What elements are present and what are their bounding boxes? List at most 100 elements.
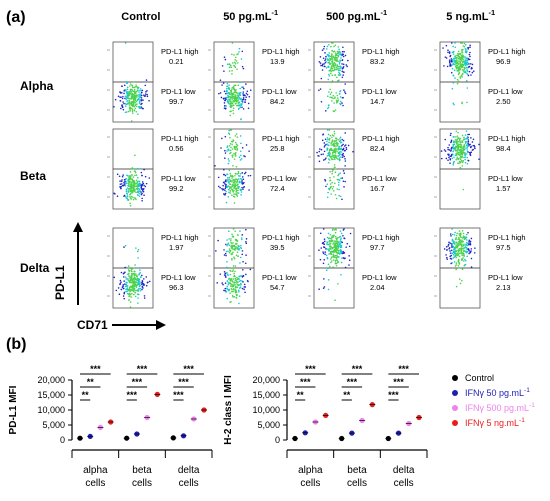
event-dot [236, 173, 239, 175]
event-dot [239, 262, 241, 264]
event-dot [226, 90, 228, 92]
event-dot [233, 158, 236, 160]
event-dot [449, 250, 451, 252]
y-tick-label: 10,000 [252, 405, 280, 415]
event-dot [224, 282, 227, 284]
event-dot [330, 258, 332, 260]
event-dot [324, 58, 327, 60]
event-dot [460, 232, 462, 234]
event-dot [237, 183, 239, 186]
event-dot [453, 141, 456, 143]
event-dot [321, 64, 324, 67]
event-dot [457, 52, 459, 55]
event-dot [233, 248, 236, 250]
event-dot [124, 95, 127, 98]
event-dot [457, 80, 460, 83]
event-dot [237, 283, 239, 286]
event-dot [226, 85, 228, 88]
event-dot [133, 293, 135, 296]
event-dot [460, 159, 463, 162]
event-dot [125, 111, 128, 113]
event-dot [466, 61, 469, 64]
gate-high-value: 82.4 [370, 144, 385, 153]
event-dot [344, 158, 346, 160]
gate-high-value: 83.2 [370, 57, 385, 66]
event-dot [467, 151, 469, 153]
event-dot [122, 95, 124, 98]
event-dot [224, 189, 226, 191]
event-dot [230, 270, 232, 272]
event-dot [470, 237, 473, 240]
event-dot [140, 276, 142, 278]
event-dot [122, 295, 125, 297]
event-dot [228, 249, 231, 252]
event-dot [229, 136, 231, 139]
event-dot [131, 286, 133, 289]
event-dot [451, 87, 454, 90]
event-dot [450, 71, 453, 74]
gate-low-value: 99.7 [169, 97, 184, 106]
event-dot [219, 186, 221, 189]
event-dot [136, 194, 139, 196]
event-dot [339, 138, 341, 140]
event-dot [248, 150, 250, 152]
event-dot [469, 55, 471, 58]
event-dot [236, 294, 238, 296]
event-dot [458, 56, 461, 58]
event-dot [469, 63, 472, 65]
event-dot [322, 262, 325, 265]
event-dot [323, 240, 326, 243]
event-dot [341, 144, 343, 147]
event-dot [326, 147, 329, 150]
event-dot [128, 279, 130, 282]
event-dot [459, 58, 462, 61]
event-dot [236, 92, 238, 95]
event-dot [228, 95, 231, 98]
event-dot [466, 255, 468, 258]
event-dot [133, 282, 136, 285]
column-header: 50 pg.mL-1 [223, 8, 278, 23]
event-dot [336, 94, 339, 97]
event-dot [240, 58, 243, 60]
event-dot [236, 147, 238, 149]
event-dot [327, 248, 330, 250]
event-dot [139, 98, 142, 101]
event-dot [327, 249, 330, 252]
event-dot [448, 144, 451, 146]
event-dot [333, 102, 335, 104]
event-dot [140, 93, 142, 95]
event-dot [241, 178, 243, 180]
event-dot [244, 291, 246, 294]
event-dot [122, 284, 125, 286]
event-dot [342, 96, 344, 99]
event-dot [336, 254, 338, 257]
event-dot [448, 52, 451, 54]
gate-high-value: 0.21 [169, 57, 184, 66]
event-dot [235, 60, 238, 62]
event-dot [331, 134, 334, 137]
event-dot [347, 144, 350, 147]
event-dot [337, 283, 339, 285]
event-dot [132, 186, 134, 189]
event-dot [140, 97, 143, 99]
event-dot [337, 251, 340, 253]
event-dot [448, 248, 450, 250]
event-dot [125, 266, 128, 269]
event-dot [124, 271, 126, 274]
event-dot [226, 273, 229, 276]
event-dot [236, 144, 239, 147]
event-dot [245, 273, 247, 276]
event-dot [233, 256, 235, 258]
event-dot [449, 257, 452, 260]
event-dot [240, 282, 242, 285]
event-dot [245, 242, 248, 245]
event-dot [126, 195, 129, 198]
event-dot [234, 153, 237, 155]
event-dot [239, 150, 242, 153]
event-dot [327, 138, 329, 141]
event-dot [227, 162, 230, 165]
event-dot [130, 296, 132, 298]
event-dot [337, 67, 339, 70]
event-dot [226, 288, 229, 291]
event-dot [236, 181, 238, 184]
